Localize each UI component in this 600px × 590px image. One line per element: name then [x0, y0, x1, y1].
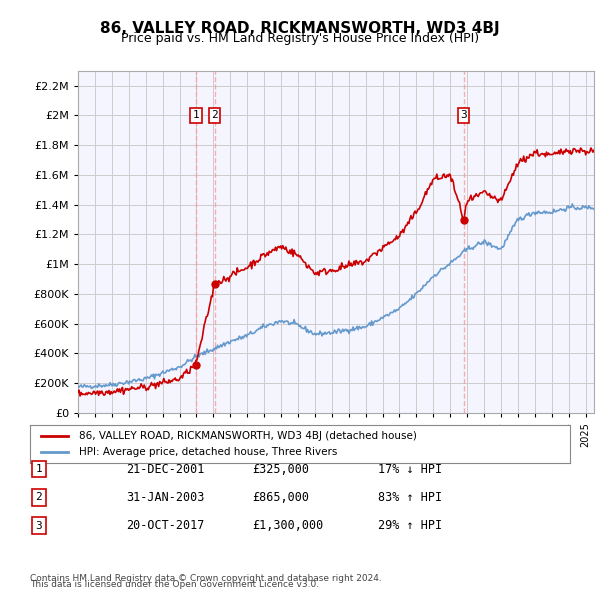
Text: 31-JAN-2003: 31-JAN-2003 — [126, 491, 205, 504]
Text: 86, VALLEY ROAD, RICKMANSWORTH, WD3 4BJ (detached house): 86, VALLEY ROAD, RICKMANSWORTH, WD3 4BJ … — [79, 431, 416, 441]
Text: 2: 2 — [35, 493, 43, 502]
Text: 21-DEC-2001: 21-DEC-2001 — [126, 463, 205, 476]
Text: Contains HM Land Registry data © Crown copyright and database right 2024.: Contains HM Land Registry data © Crown c… — [30, 574, 382, 583]
Text: £325,000: £325,000 — [252, 463, 309, 476]
Text: HPI: Average price, detached house, Three Rivers: HPI: Average price, detached house, Thre… — [79, 447, 337, 457]
Text: 2: 2 — [211, 110, 218, 120]
Text: 86, VALLEY ROAD, RICKMANSWORTH, WD3 4BJ: 86, VALLEY ROAD, RICKMANSWORTH, WD3 4BJ — [100, 21, 500, 35]
Text: 29% ↑ HPI: 29% ↑ HPI — [378, 519, 442, 532]
Text: 1: 1 — [193, 110, 199, 120]
Text: £1,300,000: £1,300,000 — [252, 519, 323, 532]
Text: 83% ↑ HPI: 83% ↑ HPI — [378, 491, 442, 504]
Text: 17% ↓ HPI: 17% ↓ HPI — [378, 463, 442, 476]
Text: 1: 1 — [35, 464, 43, 474]
Text: This data is licensed under the Open Government Licence v3.0.: This data is licensed under the Open Gov… — [30, 580, 319, 589]
Text: £865,000: £865,000 — [252, 491, 309, 504]
Text: Price paid vs. HM Land Registry's House Price Index (HPI): Price paid vs. HM Land Registry's House … — [121, 32, 479, 45]
Text: 20-OCT-2017: 20-OCT-2017 — [126, 519, 205, 532]
Text: 3: 3 — [460, 110, 467, 120]
Text: 3: 3 — [35, 521, 43, 530]
